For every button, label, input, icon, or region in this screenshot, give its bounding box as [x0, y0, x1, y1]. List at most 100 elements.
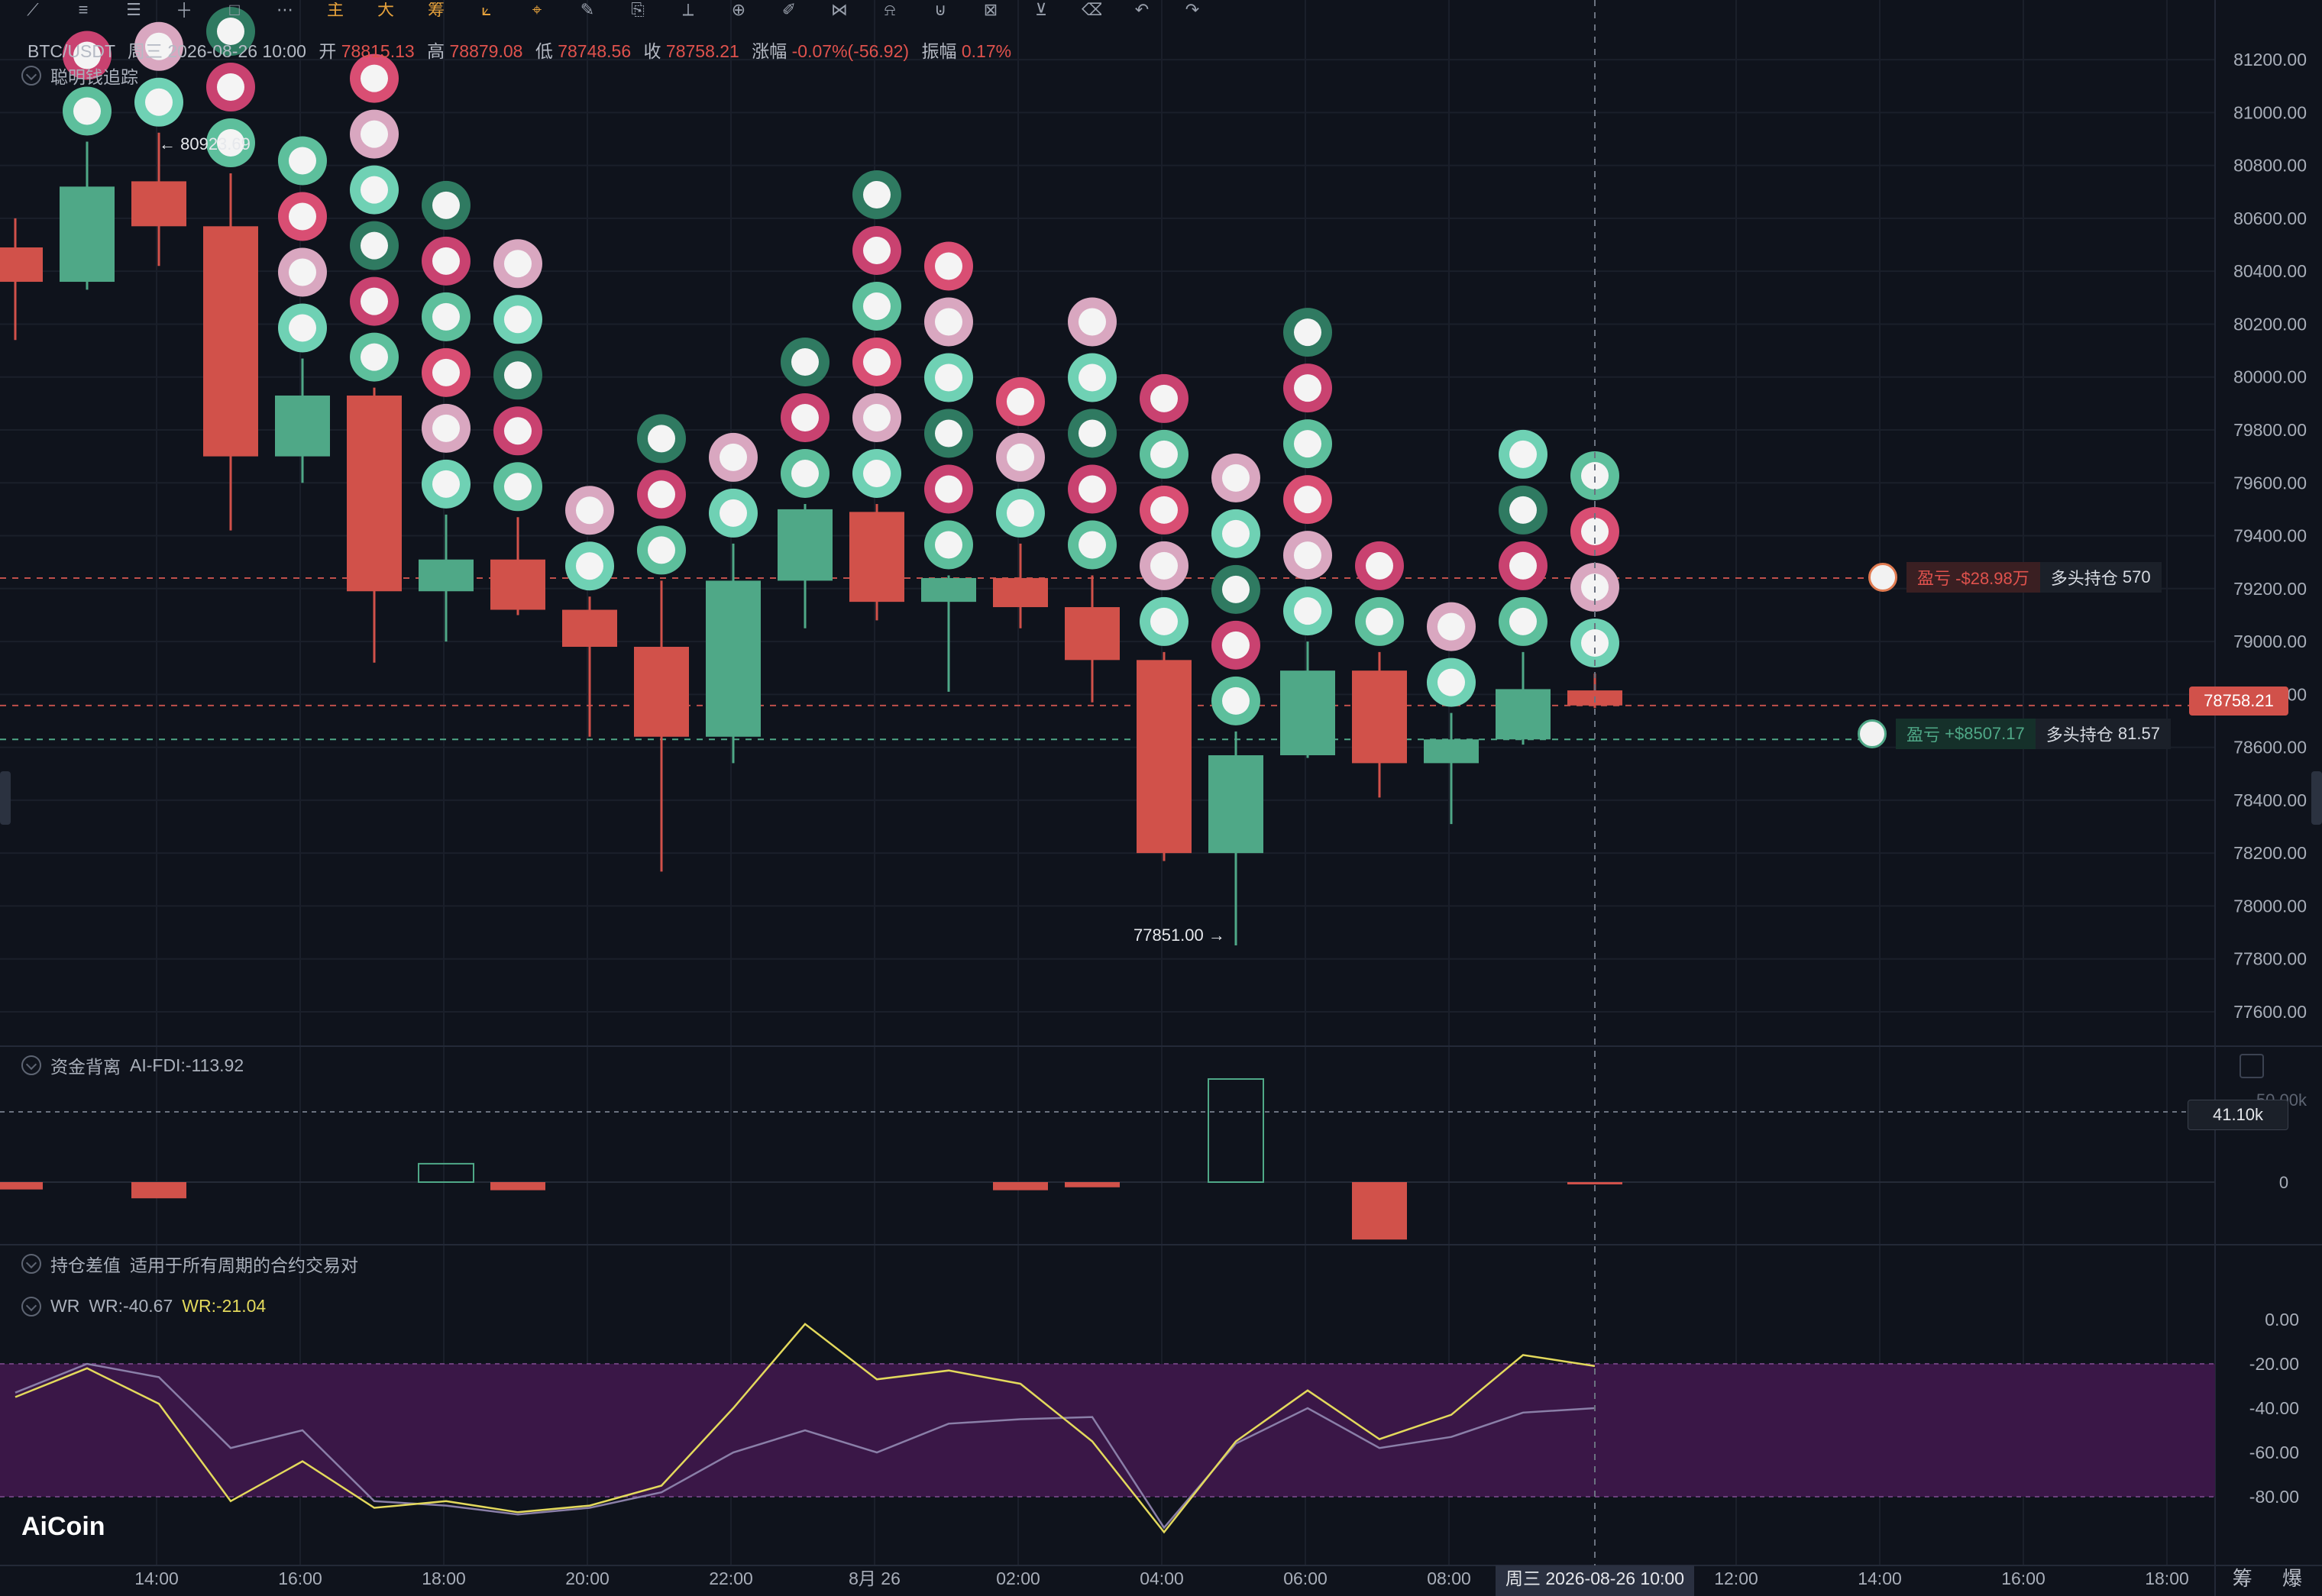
cross-line-icon[interactable]: ┼: [178, 2, 190, 18]
network-icon[interactable]: ⋈: [831, 2, 848, 18]
price-tick-label: 79600.00: [2233, 473, 2307, 493]
wr2-value: WR:-21.04: [182, 1296, 267, 1316]
zoom-icon[interactable]: ⊕: [731, 2, 746, 18]
bookmark-icon[interactable]: ⎘: [631, 2, 645, 18]
drawing-toolbar: ⟋ ≡ ☰ ┼ □ ⋯ 主 大 筹 ⟀ ⌖ ✎ ⎘ ⟂ ⊕ ✐ ⋈ ⍾ ⊍ ⊠ ⊻ ⌫ ↶ ↷: [0, 0, 1321, 20]
redo-icon[interactable]: ↷: [1185, 2, 1200, 18]
trader-avatar-face: [935, 308, 962, 336]
rectangle-icon[interactable]: □: [229, 2, 240, 18]
fund-divergence-legend[interactable]: 资金背离 AI-FDI:-113.92: [21, 1052, 244, 1078]
trader-avatar-face: [432, 191, 460, 219]
trader-avatar-face: [361, 231, 388, 260]
price-tick-label: 79400.00: [2233, 526, 2307, 546]
trader-avatar-face: [935, 419, 962, 447]
footer-tabs[interactable]: 筹 爆: [2232, 1567, 2314, 1590]
lock-icon[interactable]: ⊠: [983, 2, 998, 18]
trader-avatar-face: [1007, 499, 1034, 527]
measure-icon[interactable]: ⌖: [532, 2, 542, 18]
right-collapse-handle[interactable]: [2311, 771, 2322, 825]
trader-avatar-icon[interactable]: [1858, 719, 1887, 748]
fund-icon[interactable]: 筹: [427, 2, 445, 18]
magnet-icon[interactable]: ⊍: [933, 2, 947, 18]
trader-avatar-face: [1294, 374, 1321, 402]
expand-icon[interactable]: [2240, 1054, 2264, 1078]
high-label: 高: [427, 41, 445, 61]
trader-avatar-face: [361, 64, 388, 92]
chevron-down-icon[interactable]: [21, 1055, 41, 1075]
oi-legend[interactable]: 持仓差值 适用于所有周期的合约交易对: [21, 1251, 358, 1277]
trader-avatar-face: [1366, 607, 1393, 635]
fund-bar: [418, 1162, 474, 1183]
trader-avatar-face: [863, 459, 891, 487]
wr-legend[interactable]: WR WR:-40.67 WR:-21.04: [21, 1296, 266, 1317]
pnl-label: 盈亏: [1917, 569, 1952, 588]
chevron-down-icon[interactable]: [21, 1254, 41, 1274]
high-value: 78879.08: [449, 41, 523, 61]
wr1-value: WR:-40.67: [89, 1296, 173, 1316]
trader-avatar-face: [720, 499, 747, 527]
ohlc-info-bar: BTC/USDT 周三 2026-08-26 10:00 开 78815.13 …: [27, 37, 1011, 63]
candle-body: [1424, 739, 1479, 764]
trend-line-icon[interactable]: ⟋: [27, 2, 39, 18]
trader-avatar-face: [863, 403, 891, 431]
close-value: 78758.21: [665, 41, 739, 61]
candle-body: [490, 559, 545, 610]
price-tick-label: 80200.00: [2233, 314, 2307, 334]
trader-avatar-face: [217, 129, 244, 157]
alert-icon[interactable]: ⍾: [884, 2, 896, 18]
trader-avatar-face: [1150, 607, 1178, 635]
price-tick-label: 81000.00: [2233, 102, 2307, 122]
undo-icon[interactable]: ↶: [1134, 2, 1150, 18]
price-tick-label: 79000.00: [2233, 632, 2307, 651]
trash-icon[interactable]: ⌫: [1082, 2, 1101, 18]
trader-avatar-icon[interactable]: [1868, 563, 1897, 592]
trader-avatar-face: [73, 41, 101, 69]
candle-body: [60, 186, 115, 283]
parallel-channel-icon[interactable]: ☰: [126, 2, 141, 18]
symbol-label[interactable]: BTC/USDT: [27, 41, 115, 61]
trader-avatar-face: [504, 361, 532, 389]
wr-tick-label: -40.00: [2249, 1398, 2299, 1418]
candle-body: [1280, 670, 1335, 756]
wr1-line: [15, 1362, 1596, 1530]
brush-icon[interactable]: ✎: [580, 2, 595, 18]
wr2-line: [15, 1323, 1596, 1534]
trader-avatar-face: [863, 292, 891, 320]
trader-avatar-face: [1222, 519, 1250, 548]
candle-body: [993, 577, 1048, 608]
trader-avatar-face: [935, 475, 962, 503]
current-price-badge: 78758.21: [2189, 687, 2288, 716]
trader-avatar-face: [576, 552, 603, 580]
time-tick-label: 8月 26: [849, 1569, 901, 1588]
horizontal-line-icon[interactable]: ≡: [78, 2, 89, 18]
position-tag-1[interactable]: 盈亏 -$28.98万 多头持仓 570: [1906, 562, 2162, 593]
trader-avatar-face: [1509, 551, 1537, 580]
ruler-icon[interactable]: ⟂: [682, 2, 694, 18]
trader-avatar-face: [289, 202, 316, 231]
pen-icon[interactable]: ✐: [781, 2, 797, 18]
bar-datetime: 2026-08-26 10:00: [167, 41, 306, 61]
wr-tick-label: 0.00: [2265, 1310, 2299, 1329]
price-tick-label: 77800.00: [2233, 949, 2307, 969]
candle-body: [0, 247, 43, 283]
chevron-down-icon[interactable]: [21, 66, 41, 86]
trader-avatar-face: [1366, 551, 1393, 580]
pattern-icon[interactable]: ⟀: [481, 2, 492, 18]
chevron-down-icon[interactable]: [21, 1296, 41, 1317]
candle-body: [1352, 670, 1407, 764]
left-collapse-handle[interactable]: [0, 771, 11, 825]
trader-avatar-face: [1150, 384, 1178, 412]
position-tag-2[interactable]: 盈亏 +$8507.17 多头持仓 81.57: [1896, 719, 2171, 749]
trader-avatar-face: [432, 470, 460, 498]
ai-icon[interactable]: 大: [377, 2, 394, 18]
price-tick-label: 78000.00: [2233, 896, 2307, 916]
open-label: 开: [319, 41, 337, 61]
overlay-legend[interactable]: 聪明钱追踪: [21, 63, 138, 89]
filter-icon[interactable]: ⊻: [1034, 2, 1048, 18]
more-icon[interactable]: ⋯: [277, 2, 293, 18]
trader-avatar-face: [1079, 308, 1106, 336]
time-tick-label: 16:00: [278, 1569, 322, 1588]
price-tick-label: 77600.00: [2233, 1002, 2307, 1022]
main-indicator-icon[interactable]: 主: [326, 2, 344, 18]
